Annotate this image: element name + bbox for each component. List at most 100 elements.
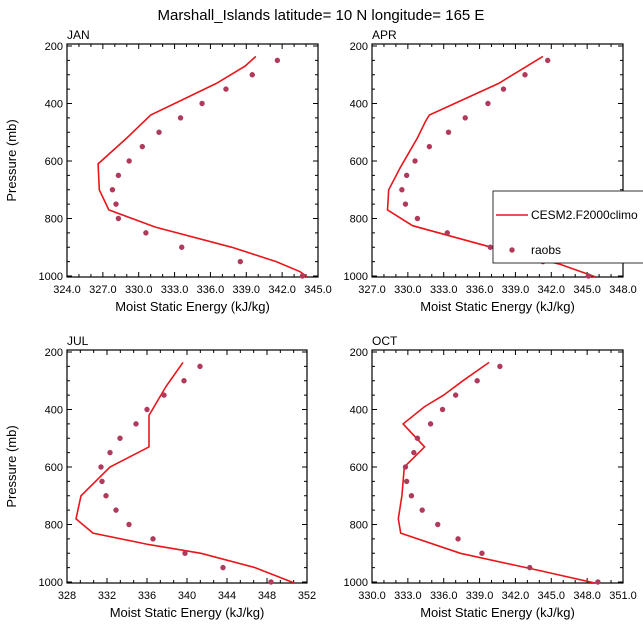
panel-label: JAN [67,28,90,42]
data-point-raobs [139,143,145,150]
data-point-raobs [113,201,119,207]
data-point-raobs [126,521,132,528]
x-tick-label: 324.0 [53,284,81,296]
x-tick-label: 339.0 [466,590,494,602]
y-tick-label: 200 [350,347,368,359]
y-tick-label: 800 [350,214,368,226]
x-tick-label: 352 [298,590,316,602]
y-tick-label: 600 [350,462,368,474]
x-tick-label: 348 [258,590,276,602]
x-tick-label: 348.0 [573,590,601,602]
y-tick-label: 400 [45,405,63,417]
x-tick-label: 330.0 [358,590,386,602]
panel-apr: 327.0 330.0 333.0 336.0 339.0 342.0 345.0 348.0… [344,28,637,314]
series-line-cesm2 [97,55,308,277]
data-point-raobs [411,449,417,456]
panel-label: OCT [372,334,398,348]
x-tick-label: 336 [138,590,156,602]
x-tick-label: 330.0 [394,284,422,296]
data-point-raobs [497,363,503,370]
series-line-cesm2 [397,361,595,583]
data-point-raobs [426,143,433,150]
y-tick-label: 200 [45,347,63,359]
data-point-raobs [98,464,104,470]
y-tick-label: 1000 [344,271,368,283]
data-point-raobs [474,378,480,384]
legend: CESM2.F2000climo raobs [492,190,643,264]
y-axis-title: Pressure (mb) [4,119,19,201]
y-tick-label: 1000 [344,577,368,589]
data-point-raobs [161,392,167,398]
data-point-raobs [479,550,485,556]
legend-label-raobs: raobs [531,243,561,257]
data-point-raobs [177,115,184,121]
y-tick-label: 400 [350,99,368,111]
data-point-raobs [485,100,491,107]
data-point-raobs [487,244,494,250]
data-point-raobs [527,564,533,571]
x-tick-label: 339.0 [233,284,261,296]
data-point-raobs [500,86,507,92]
data-point-raobs [113,507,119,513]
data-point-raobs [462,115,468,121]
x-axis-title: Moist Static Energy (kJ/kg) [110,605,265,620]
x-tick-label: 342.0 [538,284,566,296]
x-tick-label: 336.0 [466,284,494,296]
x-tick-label: 336.0 [430,590,458,602]
legend-label-cesm2: CESM2.F2000climo [531,208,638,222]
data-point-raobs [115,215,122,222]
data-point-raobs [107,449,113,456]
data-point-raobs [150,536,156,542]
x-tick-label: 332 [98,590,116,602]
x-tick-label: 336.0 [197,284,225,296]
x-tick-label: 342.0 [502,590,530,602]
x-tick-label: 345.0 [304,284,332,296]
panel-oct: 330.0 333.0 336.0 339.0 342.0 345.0 348.0 351.0… [344,334,637,620]
data-point-raobs [427,421,434,427]
y-tick-label: 800 [45,520,63,532]
panels: 324.0 327.0 330.0 333.0 336.0 339.0 342.0 345.0… [4,28,637,620]
data-point-raobs [156,129,162,135]
panel-jul: 328 332 336 340 344 348 352 200 400 600 800 1000 JUL… [4,334,316,620]
data-point-raobs [143,230,149,236]
data-point-raobs [419,507,425,513]
x-tick-label: 345.0 [538,590,566,602]
data-point-raobs [249,72,255,78]
series-line-cesm2 [75,361,295,583]
legend-point-swatch [509,247,515,253]
data-point-raobs [144,406,150,413]
x-tick-label: 330.0 [125,284,153,296]
x-tick-label: 344 [218,590,236,602]
y-tick-label: 600 [45,462,63,474]
x-tick-label: 351.0 [609,590,637,602]
x-tick-label: 342.0 [268,284,296,296]
y-tick-label: 400 [350,405,368,417]
data-point-raobs [181,378,187,384]
y-axis-title: Pressure (mb) [4,425,19,507]
panel-label: APR [372,28,397,42]
x-tick-label: 348.0 [609,284,637,296]
data-point-raobs [445,129,452,135]
data-point-raobs [126,158,132,164]
data-point-raobs [399,187,405,193]
data-point-raobs [444,230,450,236]
x-tick-label: 340 [178,590,196,602]
data-point-raobs [103,493,109,499]
y-tick-label: 800 [45,214,63,226]
x-tick-label: 339.0 [502,284,530,296]
data-point-raobs [133,421,139,427]
y-tick-label: 200 [45,41,63,53]
x-tick-label: 333.0 [394,590,422,602]
y-tick-label: 1000 [39,577,63,589]
x-tick-label: 328 [58,590,76,602]
figure-title: Marshall_Islands latitude= 10 N longitud… [158,7,485,24]
data-point-raobs [117,435,123,441]
data-point-raobs [414,215,421,222]
data-point-raobs [402,201,409,207]
data-point-raobs [414,435,421,441]
data-point-raobs [408,493,415,499]
data-point-raobs [439,406,446,413]
data-point-raobs [179,244,185,250]
data-point-raobs [197,363,203,370]
